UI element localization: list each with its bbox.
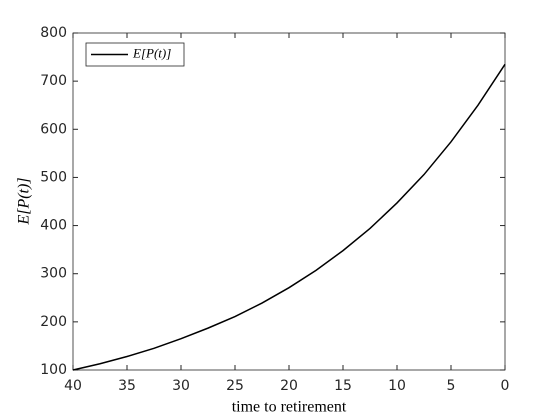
x-tick-label: 35	[118, 378, 136, 394]
x-tick-label: 30	[172, 378, 190, 394]
x-tick-label: 15	[334, 378, 352, 394]
y-tick-label: 300	[40, 266, 67, 282]
x-axis-label: time to retirement	[232, 399, 347, 416]
x-tick-label: 5	[447, 378, 456, 394]
y-tick-label: 200	[40, 314, 67, 330]
y-tick-label: 800	[40, 25, 67, 41]
x-tick-label: 20	[280, 378, 298, 394]
x-tick-label: 0	[501, 378, 510, 394]
y-axis-label: E[P(t)]	[16, 177, 33, 225]
legend-box	[85, 42, 185, 67]
legend-label: E[P(t)]	[132, 45, 171, 60]
y-tick-label: 600	[40, 121, 67, 137]
data-line	[72, 63, 506, 371]
y-tick-label: 500	[40, 169, 67, 185]
y-tick-label: 400	[40, 218, 67, 234]
x-tick-label: 25	[226, 378, 244, 394]
plot-frame	[72, 32, 506, 371]
x-tick-label: 40	[64, 378, 82, 394]
y-tick-label: 100	[40, 362, 67, 378]
y-tick-label: 700	[40, 73, 67, 89]
x-tick-label: 10	[388, 378, 406, 394]
